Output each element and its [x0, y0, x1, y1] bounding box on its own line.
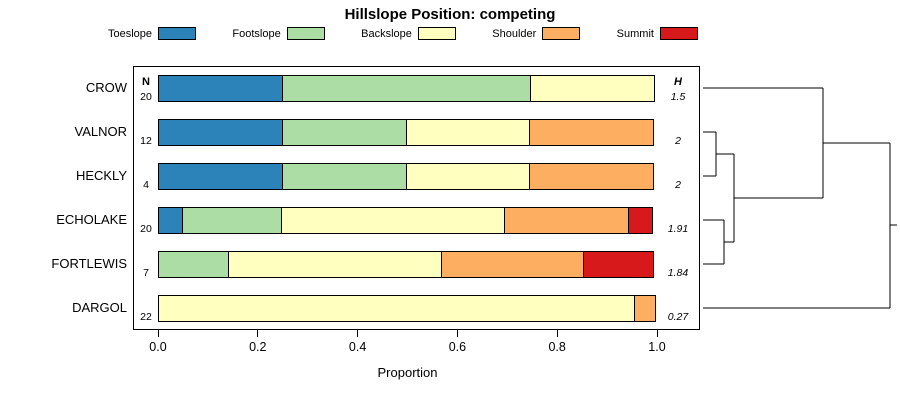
n-value: 20 — [140, 91, 152, 103]
bar-segment-toeslope — [158, 118, 283, 146]
x-tick — [357, 330, 359, 337]
bar-segment-shoulder — [440, 250, 584, 278]
row-label-heckly: HECKLY — [75, 168, 127, 183]
bar-segment-backslope — [405, 118, 531, 146]
bar-segment-shoulder — [504, 206, 630, 234]
h-value: 0.27 — [667, 311, 689, 323]
bar-segment-shoulder — [529, 118, 654, 146]
x-tick-label: 0.8 — [548, 340, 566, 354]
bar-segment-footslope — [281, 74, 532, 102]
h-value: 2 — [675, 179, 681, 191]
legend-label: Toeslope — [108, 27, 153, 40]
bar-fortlewis — [158, 250, 657, 278]
legend-label: Shoulder — [492, 27, 537, 40]
x-tick — [157, 330, 159, 337]
bar-segment-backslope — [280, 206, 506, 234]
legend-swatch — [659, 27, 698, 40]
legend-swatch — [286, 27, 325, 40]
x-tick-label: 1.0 — [648, 340, 666, 354]
x-tick — [556, 330, 558, 337]
bar-segment-footslope — [181, 206, 282, 234]
legend-item: Footslope — [232, 27, 325, 40]
n-column-header: N — [142, 76, 150, 88]
x-tick — [456, 330, 458, 337]
bar-dargol — [158, 294, 657, 322]
legend-item: Toeslope — [108, 27, 197, 40]
x-tick — [656, 330, 658, 337]
x-tick-label: 0.0 — [149, 340, 167, 354]
legend-item: Backslope — [361, 27, 456, 40]
bar-segment-backslope — [530, 74, 655, 102]
bar-segment-summit — [628, 206, 653, 234]
n-value: 20 — [140, 223, 152, 235]
legend-label: Backslope — [361, 27, 412, 40]
bar-crow — [158, 74, 657, 102]
bar-segment-shoulder — [529, 162, 654, 190]
bar-segment-shoulder — [633, 294, 656, 322]
h-column-header: H — [674, 76, 682, 88]
row-label-crow: CROW — [85, 80, 127, 95]
x-axis-label: Proportion — [377, 365, 438, 380]
legend-label: Summit — [616, 27, 654, 40]
n-value: 4 — [143, 179, 149, 191]
x-tick — [257, 330, 259, 337]
bar-segment-footslope — [281, 162, 407, 190]
legend-item: Summit — [617, 27, 698, 40]
bar-segment-backslope — [228, 250, 442, 278]
x-tick-label: 0.4 — [348, 340, 367, 354]
bar-segment-summit — [582, 250, 654, 278]
legend-label: Footslope — [232, 27, 281, 40]
h-value: 2 — [675, 135, 681, 147]
bar-echolake — [158, 206, 657, 234]
bar-segment-toeslope — [158, 74, 283, 102]
h-value: 1.5 — [670, 91, 686, 103]
row-label-valnor: VALNOR — [74, 124, 128, 139]
legend: Toeslope Footslope Backslope Shoulder Summit — [108, 27, 698, 40]
row-label-fortlewis: FORTLEWIS — [51, 256, 127, 271]
bar-segment-footslope — [158, 250, 230, 278]
n-value: 7 — [143, 267, 149, 279]
legend-swatch — [158, 27, 197, 40]
bar-valnor — [158, 118, 657, 146]
bar-segment-toeslope — [158, 206, 183, 234]
h-value: 1.91 — [667, 223, 689, 235]
n-value: 12 — [140, 135, 152, 147]
bar-heckly — [158, 162, 657, 190]
legend-swatch — [417, 27, 456, 40]
h-value: 1.84 — [667, 267, 689, 279]
plot-area-border — [133, 66, 700, 330]
legend-swatch — [542, 27, 581, 40]
x-tick-label: 0.6 — [448, 340, 467, 354]
row-label-dargol: DARGOL — [72, 300, 127, 315]
n-value: 22 — [140, 311, 152, 323]
x-tick-label: 0.2 — [249, 340, 267, 354]
bar-segment-footslope — [281, 118, 407, 146]
chart-title: Hillslope Position: competing — [344, 6, 556, 23]
bar-segment-toeslope — [158, 162, 283, 190]
bar-segment-backslope — [405, 162, 531, 190]
row-label-echolake: ECHOLAKE — [56, 212, 127, 227]
legend-item: Shoulder — [492, 27, 581, 40]
bar-segment-backslope — [158, 294, 635, 322]
